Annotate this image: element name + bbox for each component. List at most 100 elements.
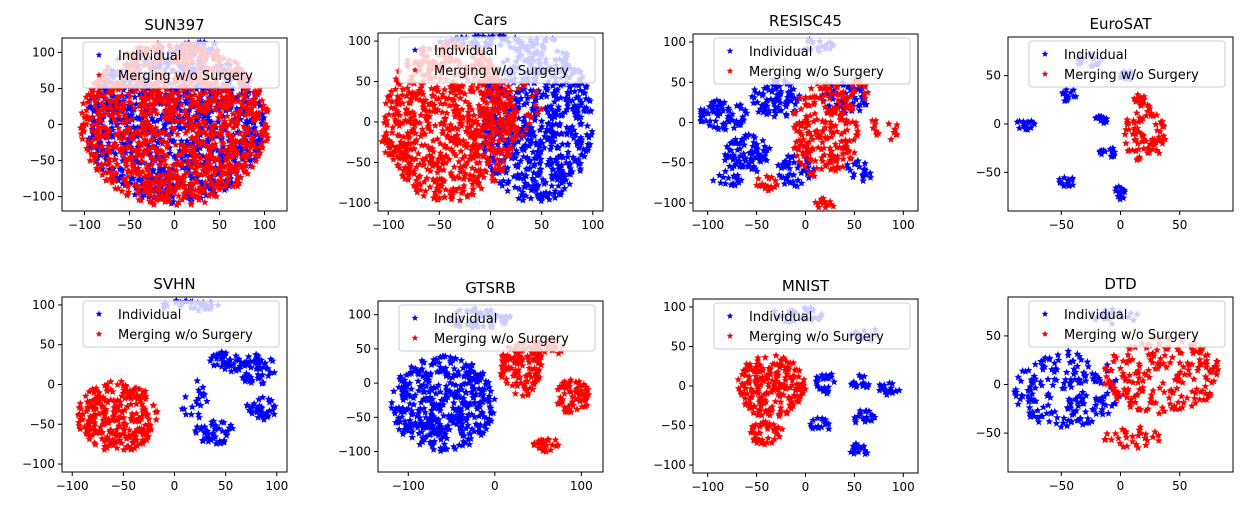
data-point — [1068, 181, 1077, 189]
data-point — [116, 146, 124, 154]
data-point — [553, 175, 562, 184]
data-point — [804, 129, 812, 137]
data-point — [821, 133, 830, 141]
data-point — [384, 138, 393, 146]
data-point — [453, 173, 462, 181]
data-point — [484, 132, 492, 140]
data-point — [767, 182, 775, 190]
y-tick-label: 0 — [993, 117, 1001, 131]
data-point — [418, 155, 427, 163]
data-point — [227, 163, 236, 171]
data-point — [208, 86, 216, 94]
data-point — [810, 172, 819, 180]
data-point — [1060, 173, 1069, 181]
data-point — [821, 203, 830, 211]
data-point — [221, 146, 229, 154]
data-point — [1123, 115, 1131, 123]
data-point — [166, 183, 174, 191]
data-point — [202, 428, 210, 436]
data-point — [421, 141, 429, 149]
data-point — [439, 118, 448, 126]
data-point — [480, 104, 488, 112]
data-point — [216, 132, 225, 140]
data-point — [464, 108, 473, 116]
data-point — [517, 94, 525, 102]
data-point — [242, 102, 250, 111]
data-point — [528, 130, 536, 139]
data-point — [121, 112, 130, 120]
data-point — [1056, 177, 1064, 186]
data-point — [241, 158, 249, 166]
data-point — [1114, 182, 1123, 190]
data-point — [1132, 147, 1140, 155]
data-point — [453, 107, 462, 115]
data-point — [1027, 117, 1036, 125]
data-point — [755, 182, 763, 190]
data-point — [239, 139, 248, 147]
data-point — [436, 165, 445, 173]
data-point — [522, 171, 531, 179]
data-point — [84, 137, 93, 145]
data-point — [203, 153, 212, 162]
data-point — [229, 97, 238, 105]
data-point — [448, 125, 457, 133]
data-point — [566, 159, 574, 168]
y-tick-label: 50 — [671, 75, 686, 89]
data-point — [138, 114, 146, 122]
data-point — [438, 129, 447, 137]
data-point — [404, 108, 413, 116]
data-point — [474, 166, 483, 174]
data-point — [739, 115, 747, 123]
legend-marker-merging — [726, 67, 734, 74]
data-point — [98, 142, 107, 150]
data-point — [759, 90, 768, 98]
data-point — [508, 118, 517, 126]
data-point — [827, 127, 836, 136]
data-point — [263, 133, 272, 142]
data-point — [790, 93, 799, 102]
data-point — [241, 373, 249, 381]
data-point — [733, 171, 742, 179]
data-point — [111, 155, 120, 164]
data-point — [1097, 150, 1106, 158]
data-point — [104, 110, 113, 118]
data-point — [577, 119, 586, 127]
data-point — [427, 84, 436, 92]
data-point — [239, 149, 248, 158]
data-point — [703, 109, 711, 117]
data-point — [220, 436, 228, 444]
data-point — [174, 192, 183, 200]
data-point — [222, 180, 230, 188]
data-point — [482, 168, 490, 176]
data-point — [114, 184, 122, 192]
data-point — [238, 97, 246, 105]
data-point — [193, 169, 202, 178]
data-point — [557, 161, 566, 169]
data-point — [401, 174, 409, 183]
data-point — [493, 140, 502, 148]
data-point — [142, 160, 151, 168]
data-point — [819, 127, 827, 135]
data-point — [497, 132, 506, 140]
data-point — [142, 112, 150, 120]
data-point — [793, 182, 801, 190]
data-point — [805, 149, 814, 157]
data-point — [144, 187, 153, 195]
data-point — [219, 352, 227, 360]
data-point — [484, 139, 493, 147]
data-point — [121, 154, 130, 162]
data-point — [187, 116, 195, 124]
data-point — [783, 97, 791, 105]
data-point — [469, 87, 477, 95]
data-point — [786, 81, 794, 89]
data-point — [415, 160, 424, 168]
data-point — [566, 87, 574, 96]
data-point — [530, 132, 539, 140]
data-point — [409, 90, 417, 98]
data-point — [427, 99, 435, 107]
x-tick-label: −50 — [117, 218, 142, 232]
data-point — [549, 165, 558, 173]
data-point — [790, 181, 799, 189]
data-point — [530, 154, 539, 162]
data-point — [839, 155, 847, 163]
